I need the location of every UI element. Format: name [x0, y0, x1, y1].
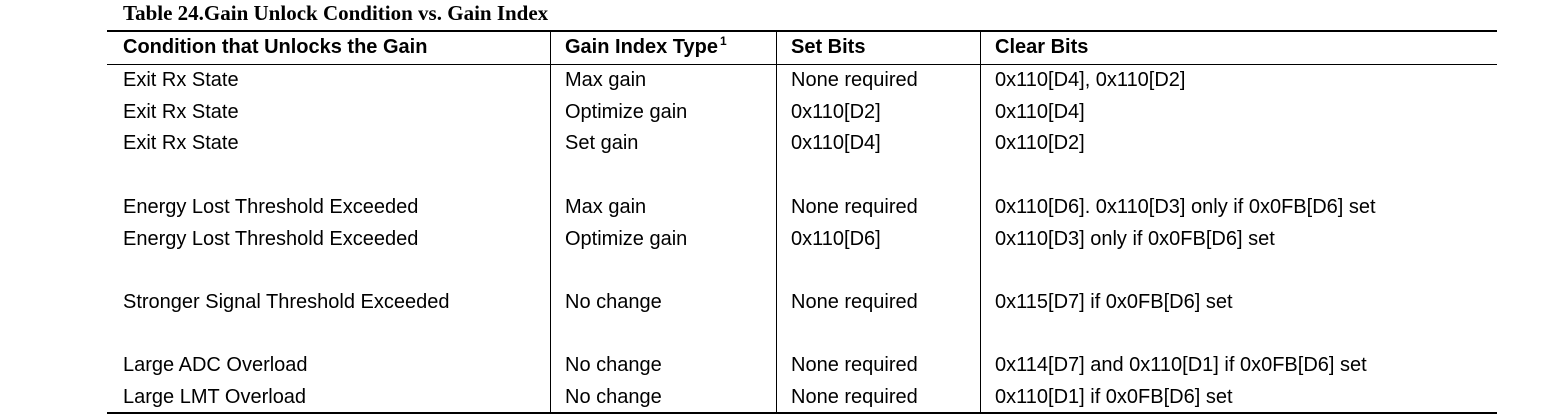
column-divider [550, 31, 551, 413]
table-cell: Exit Rx State [123, 132, 239, 155]
table-cell: No change [565, 386, 662, 408]
header-cell: Condition that Unlocks the Gain [123, 35, 427, 59]
table-cell: 0x110[D4] [791, 132, 881, 155]
table-cell: Energy Lost Threshold Exceeded [123, 227, 419, 250]
table-cell: 0x110[D4], 0x110[D2] [995, 69, 1186, 91]
table-cell: 0x115[D7] if 0x0FB[D6] set [995, 290, 1233, 313]
table-cell: 0x110[D3] only if 0x0FB[D6] set [995, 227, 1275, 250]
table-cell: Stronger Signal Threshold Exceeded [123, 290, 450, 313]
table-cell: None required [791, 195, 918, 218]
table-cell: 0x110[D2] [995, 132, 1085, 155]
header-rule [107, 64, 1497, 65]
table-cell: Exit Rx State [123, 100, 239, 123]
table-cell: None required [791, 386, 918, 408]
table-cell: Optimize gain [565, 227, 688, 250]
table-cell: Optimize gain [565, 100, 688, 123]
header-text: Clear Bits [995, 36, 1089, 58]
table-cell: 0x110[D6]. 0x110[D3] only if 0x0FB[D6] s… [995, 195, 1376, 218]
table-cell: 0x110[D4] [995, 100, 1085, 123]
top-rule [107, 30, 1497, 32]
table-cell: Large LMT Overload [123, 386, 307, 408]
table-cell: None required [791, 69, 918, 91]
header-cell: Set Bits [791, 35, 865, 59]
table-cell: Large ADC Overload [123, 354, 308, 377]
header-text: Condition that Unlocks the Gain [123, 36, 428, 58]
table-cell: 0x114[D7] and 0x110[D1] if 0x0FB[D6] set [995, 354, 1367, 377]
header-cell: Clear Bits [995, 35, 1088, 59]
table-cell: Energy Lost Threshold Exceeded [123, 195, 419, 218]
table-cell: No change [565, 290, 662, 313]
bottom-rule [107, 412, 1497, 414]
table-cell: None required [791, 354, 918, 377]
footnote-marker: 1 [720, 34, 727, 48]
table-cell: 0x110[D1] if 0x0FB[D6] set [995, 386, 1233, 408]
column-divider [776, 31, 777, 413]
table-cell: 0x110[D2] [791, 100, 881, 123]
table-cell: Max gain [565, 69, 647, 91]
table-title: Table 24.Gain Unlock Condition vs. Gain … [123, 1, 549, 25]
table-cell: Exit Rx State [123, 69, 239, 91]
column-divider [980, 31, 981, 413]
table-cell: No change [565, 354, 662, 377]
header-cell: Gain Index Type 1 [565, 35, 727, 59]
header-text: Set Bits [791, 36, 866, 58]
table-cell: Max gain [565, 195, 647, 218]
table-cell: None required [791, 290, 918, 313]
table-cell: 0x110[D6] [791, 227, 881, 250]
header-text: Gain Index Type [565, 36, 718, 58]
table-cell: Set gain [565, 132, 639, 155]
